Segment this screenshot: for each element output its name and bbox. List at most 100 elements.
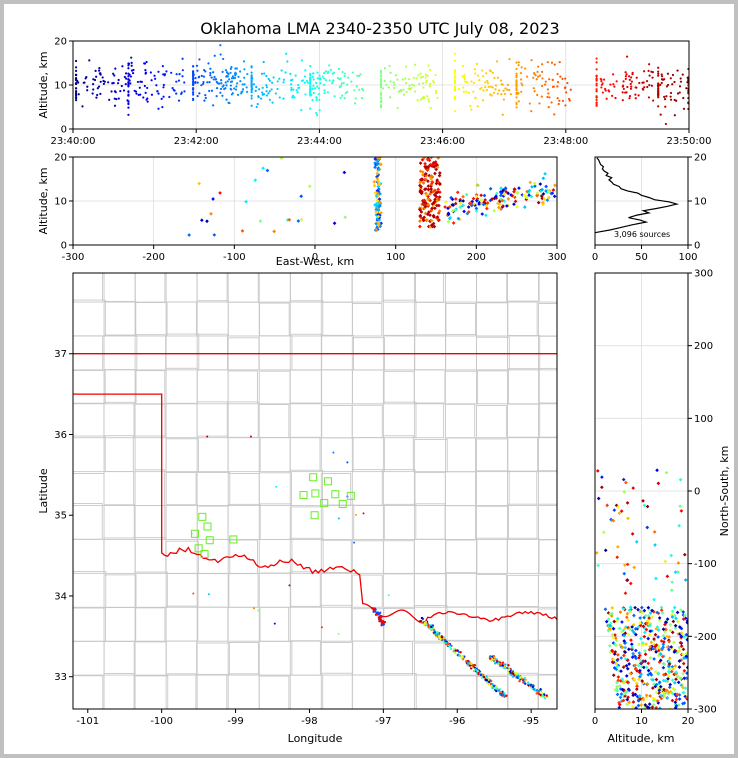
map-source-point xyxy=(468,664,472,667)
ns-point xyxy=(639,703,644,707)
time-height-point xyxy=(309,94,312,97)
time-height-point xyxy=(462,90,465,93)
time-height-point xyxy=(515,106,518,109)
ns-point xyxy=(643,630,647,635)
ns-point xyxy=(662,694,667,698)
ns-point xyxy=(623,645,628,650)
time-height-point xyxy=(399,88,403,92)
ew-point xyxy=(515,204,519,209)
time-height-point xyxy=(282,78,286,81)
time-height-point xyxy=(250,77,253,80)
time-height-point xyxy=(324,70,327,73)
map-source-point xyxy=(374,613,378,616)
time-height-point xyxy=(331,72,334,75)
county-boundary xyxy=(538,639,557,676)
time-height-point xyxy=(267,92,270,95)
time-height-point xyxy=(318,78,321,81)
time-height-point xyxy=(682,96,685,100)
time-height-point xyxy=(220,82,223,85)
time-height-point xyxy=(427,100,431,103)
time-height-point xyxy=(195,64,199,67)
county-boundary xyxy=(538,303,557,337)
ns-point xyxy=(617,626,622,631)
ns-point xyxy=(617,700,621,705)
ew-point xyxy=(464,192,469,197)
time-height-point xyxy=(200,84,203,87)
time-height-point xyxy=(250,97,253,100)
time-height-point xyxy=(200,74,203,77)
time-height-point xyxy=(666,83,670,87)
ew-point xyxy=(432,165,437,169)
time-height-point xyxy=(548,96,551,99)
ew-point xyxy=(450,209,455,213)
map-source-point xyxy=(432,628,436,632)
time-height-point xyxy=(524,67,527,70)
ns-point xyxy=(633,648,638,653)
ns-point xyxy=(649,666,654,671)
ns-point xyxy=(612,666,617,670)
ew-point xyxy=(423,161,427,166)
time-height-point xyxy=(679,77,682,80)
ns-point xyxy=(625,697,630,702)
time-height-point xyxy=(350,80,353,83)
ns-point xyxy=(638,616,642,620)
time-height-point xyxy=(461,75,464,78)
y-tick-label: 100 xyxy=(694,414,713,425)
time-height-point xyxy=(652,99,655,102)
time-height-point xyxy=(160,97,163,100)
ns-point xyxy=(668,689,673,694)
ns-point xyxy=(652,657,656,661)
ns-point xyxy=(626,647,631,652)
ns-point xyxy=(617,705,622,709)
time-height-point xyxy=(604,89,607,92)
time-height-point xyxy=(407,87,410,90)
ns-point xyxy=(608,623,612,628)
ns-point xyxy=(656,648,661,653)
map-source-point xyxy=(444,641,448,645)
time-height-point xyxy=(149,71,152,74)
time-height-point xyxy=(74,76,78,80)
lma-station-marker xyxy=(338,499,347,508)
county-boundary xyxy=(289,506,324,540)
time-height-point xyxy=(482,75,485,78)
time-height-point xyxy=(192,91,195,94)
time-height-point xyxy=(556,72,559,76)
ns-point xyxy=(677,645,682,650)
time-height-point xyxy=(601,91,604,94)
map-source-point xyxy=(420,616,424,620)
time-height-point xyxy=(563,86,567,90)
time-height-point xyxy=(519,72,523,75)
ew-point xyxy=(461,199,466,203)
county-boundary xyxy=(289,537,324,574)
time-height-point xyxy=(290,88,293,92)
x-tick-label: 50 xyxy=(635,252,648,263)
time-height-point xyxy=(422,97,426,100)
time-height-point xyxy=(517,63,520,67)
ns-point xyxy=(668,622,673,627)
ns-point xyxy=(610,633,615,637)
time-height-point xyxy=(389,80,392,83)
time-height-point xyxy=(396,106,399,110)
ns-point xyxy=(679,509,684,513)
map-source-point xyxy=(449,647,453,651)
ns-point xyxy=(667,647,671,652)
time-height-point xyxy=(629,87,633,90)
ew-point xyxy=(538,182,543,186)
time-height-point xyxy=(92,78,95,81)
time-height-point xyxy=(553,63,556,66)
map-source-point xyxy=(346,461,349,464)
time-height-point xyxy=(520,82,523,85)
time-height-point xyxy=(181,57,184,60)
ns-point xyxy=(623,591,628,596)
time-height-point xyxy=(93,78,97,82)
time-height-point xyxy=(432,79,435,83)
ew-point xyxy=(422,187,427,192)
ns-point xyxy=(655,610,659,615)
ns-point xyxy=(638,609,642,614)
time-height-point xyxy=(383,79,386,83)
time-height-point xyxy=(235,85,238,88)
ew-point xyxy=(475,183,480,187)
time-height-point xyxy=(474,96,477,99)
time-height-point xyxy=(134,90,138,93)
